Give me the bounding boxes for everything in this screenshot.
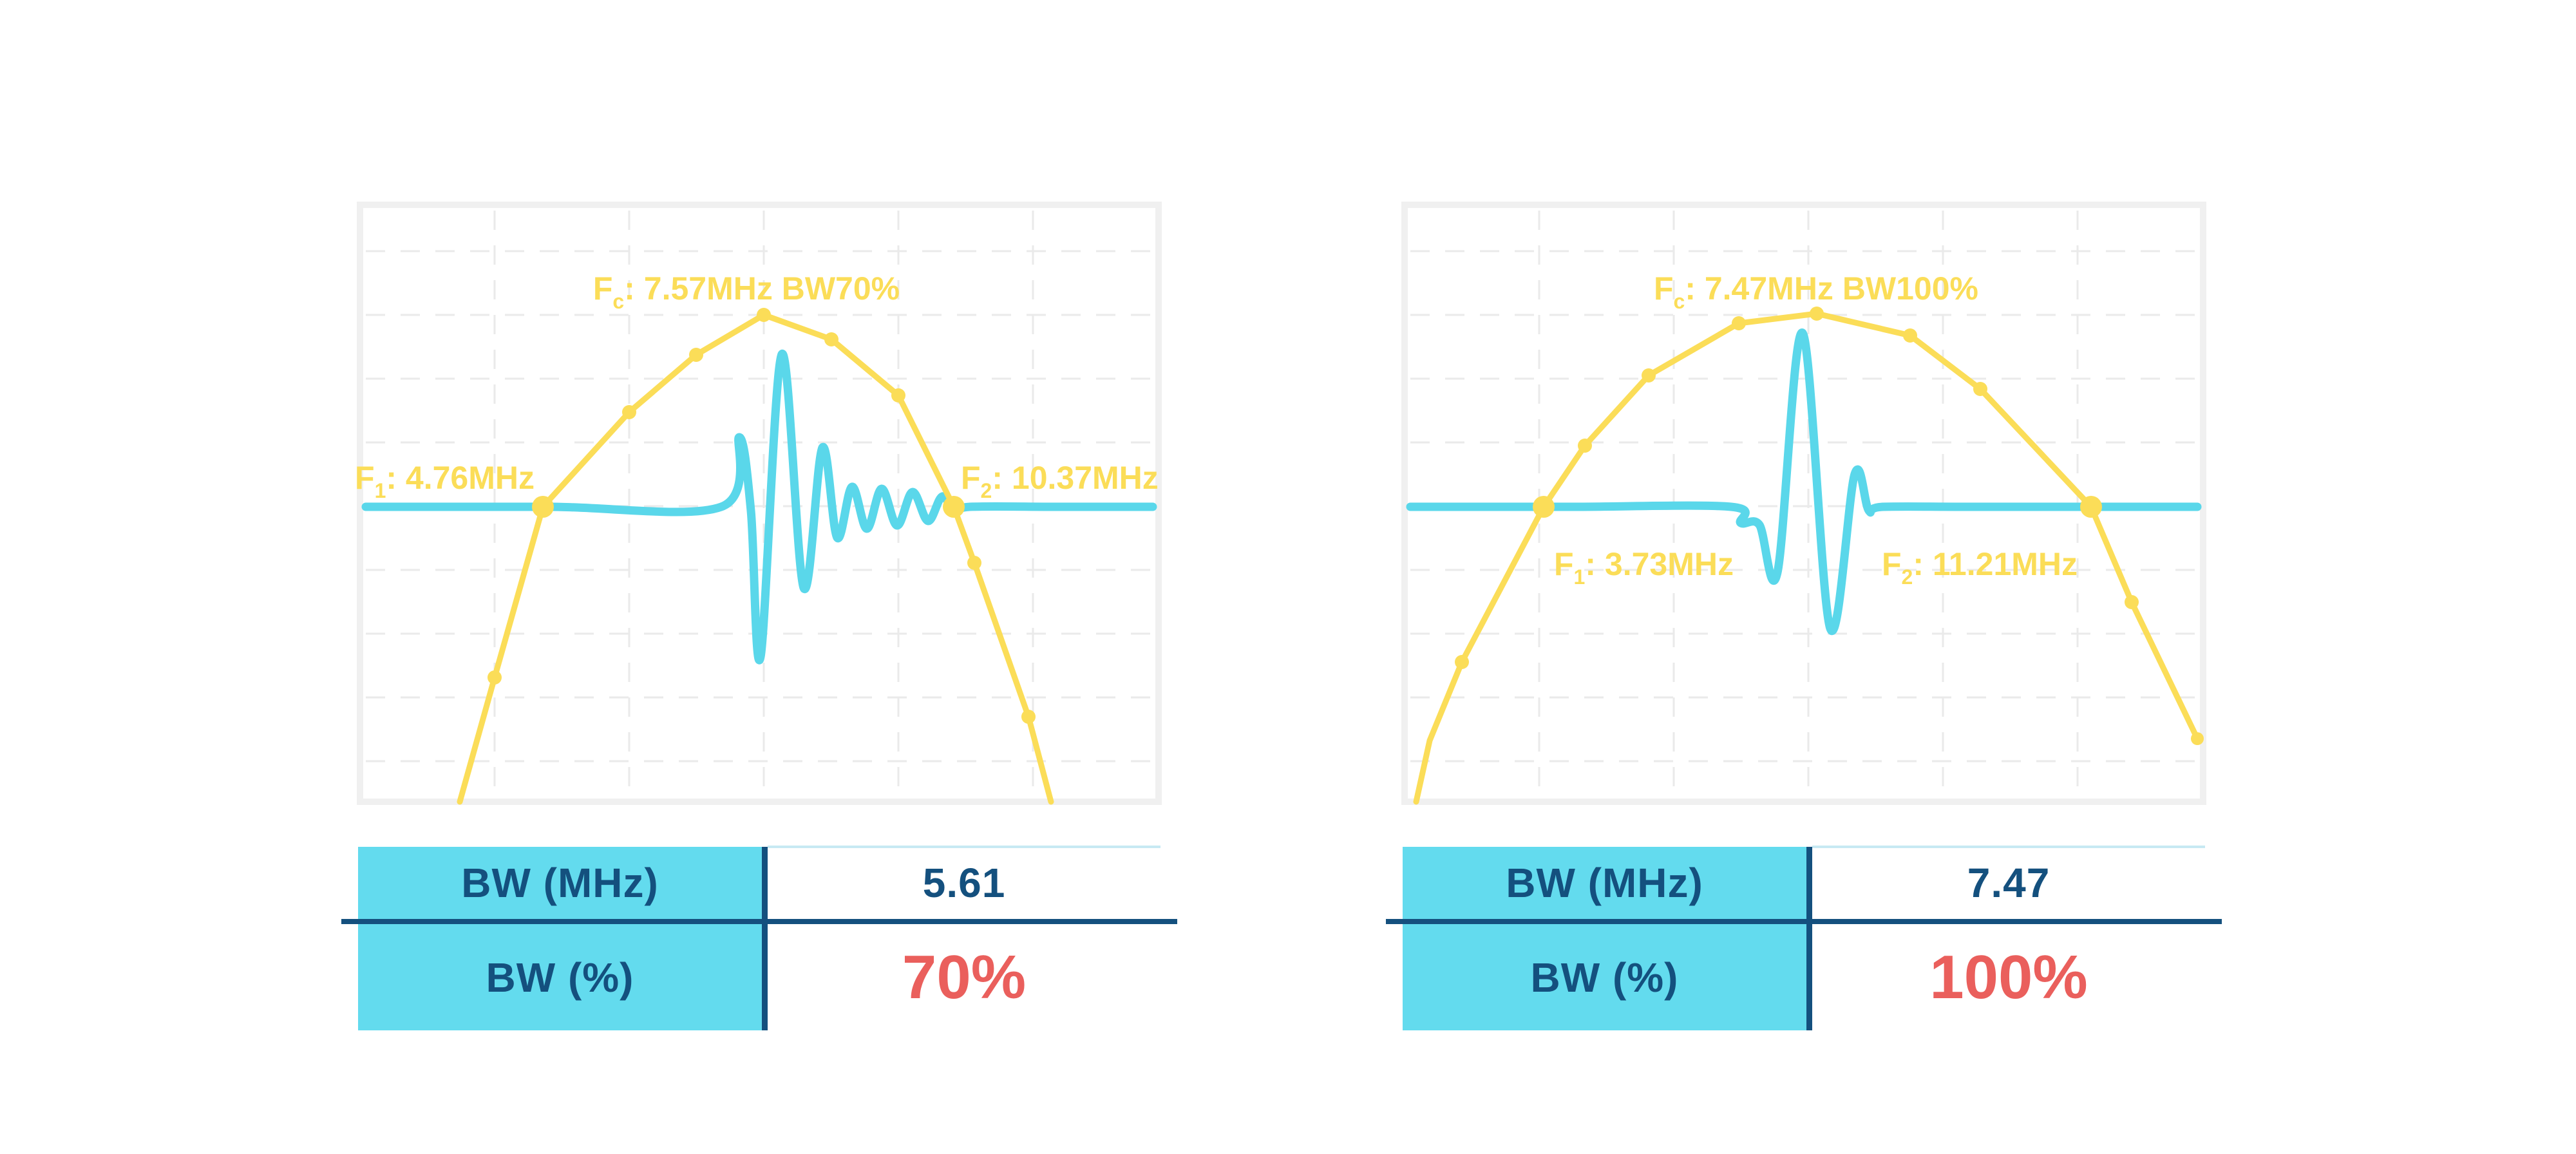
- bw-mhz-label: BW (MHz): [358, 847, 762, 919]
- panel-bw100: Fc: 7.47MHz BW100% F1: 3.73MHz F2: 11.21MH…: [1386, 202, 2222, 1039]
- spectrum-chart-bw70: Fc: 7.57MHz BW70% F1: 4.76MHz F2: 10.37MHz: [357, 202, 1162, 805]
- spectrum-marker: [1455, 655, 1469, 669]
- pulse-waveform: [1406, 328, 2202, 636]
- f2-annotation: F2: 10.37MHz: [961, 460, 1159, 502]
- f1-annotation: F1: 3.73MHz: [1554, 546, 1734, 589]
- spectrum-marker: [1810, 307, 1824, 321]
- spectrum-marker: [757, 308, 771, 322]
- column-divider: [762, 847, 768, 1030]
- table-separator-line: [1386, 919, 2222, 924]
- spectrum-marker: [488, 670, 502, 685]
- spectrum-marker: [824, 332, 838, 346]
- spectrum-marker: [891, 388, 905, 402]
- bw-mhz-value: 7.47: [1967, 860, 2050, 906]
- value-top-rule: [768, 846, 1160, 848]
- spectrum-marker: [1642, 368, 1656, 383]
- spectrum-marker: [1732, 316, 1746, 330]
- spectrum-chart-bw100: Fc: 7.47MHz BW100% F1: 3.73MHz F2: 11.21MH…: [1401, 202, 2206, 805]
- bw-table-bw70: BW (MHz) 5.61 BW (%) 70%: [341, 846, 1177, 1030]
- value-top-rule: [1812, 846, 2205, 848]
- spectrum-marker: [1578, 439, 1592, 453]
- spectrum-marker: [689, 348, 703, 362]
- spectrum-curve: [457, 312, 1054, 805]
- spectrum-marker: [1973, 382, 1987, 396]
- band-edge-marker: [943, 496, 965, 518]
- spectrum-marker: [967, 556, 981, 570]
- bw-table-bw100: BW (MHz) 7.47 BW (%) 100%: [1386, 846, 2222, 1030]
- band-edge-marker: [1533, 496, 1555, 518]
- f2-annotation: F2: 11.21MHz: [1882, 546, 2078, 589]
- bw-mhz-label: BW (MHz): [1403, 847, 1806, 919]
- spectrum-end-marker: [2191, 732, 2204, 745]
- bw-mhz-value: 5.61: [922, 860, 1006, 906]
- spectrum-marker: [2125, 595, 2139, 609]
- pulse-waveform: [361, 350, 1157, 665]
- fc-annotation: Fc: 7.57MHz BW70%: [593, 270, 900, 313]
- table-separator-line: [341, 919, 1177, 924]
- bw-pct-value: 70%: [902, 942, 1027, 1012]
- band-edge-marker: [2080, 496, 2102, 518]
- bw-pct-value: 100%: [1929, 942, 2088, 1012]
- fc-annotation: Fc: 7.47MHz BW100%: [1654, 270, 1978, 313]
- panel-bw70: Fc: 7.57MHz BW70% F1: 4.76MHz F2: 10.37MHz…: [341, 202, 1177, 1039]
- bw-pct-label: BW (%): [358, 924, 762, 1030]
- spectrum-marker: [622, 405, 636, 419]
- f1-annotation: F1: 4.76MHz: [357, 460, 535, 502]
- bw-pct-label: BW (%): [1403, 924, 1806, 1030]
- band-edge-marker: [532, 496, 554, 518]
- spectrum-marker: [1021, 710, 1036, 724]
- column-divider: [1806, 847, 1812, 1030]
- spectrum-marker: [1903, 328, 1917, 343]
